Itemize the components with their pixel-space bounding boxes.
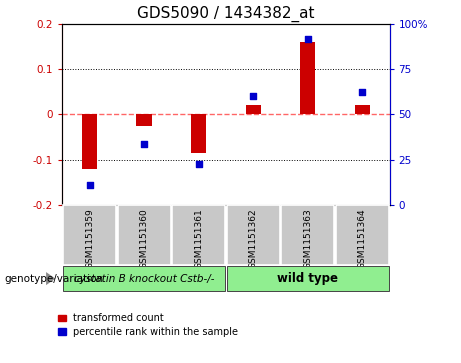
Legend: transformed count, percentile rank within the sample: transformed count, percentile rank withi… (58, 313, 238, 337)
Title: GDS5090 / 1434382_at: GDS5090 / 1434382_at (137, 6, 315, 22)
Text: GSM1151361: GSM1151361 (194, 208, 203, 269)
Bar (191, 114, 206, 153)
Bar (63, 266, 225, 291)
Bar (355, 105, 370, 114)
Point (359, 89, 366, 94)
Text: GSM1151362: GSM1151362 (248, 208, 258, 269)
Text: GSM1151359: GSM1151359 (85, 208, 94, 269)
Bar (118, 205, 171, 265)
Bar (136, 114, 152, 126)
Point (304, 37, 311, 42)
Text: GSM1151364: GSM1151364 (358, 208, 367, 269)
Bar (82, 114, 97, 169)
Bar (336, 205, 389, 265)
Bar (300, 42, 315, 114)
Point (86, 182, 93, 188)
Bar (172, 205, 225, 265)
Text: cystatin B knockout Cstb-/-: cystatin B knockout Cstb-/- (74, 274, 214, 284)
Bar (63, 205, 116, 265)
Text: genotype/variation: genotype/variation (5, 274, 104, 284)
Point (140, 141, 148, 147)
Text: wild type: wild type (277, 272, 338, 285)
Point (195, 161, 202, 167)
Bar (227, 205, 280, 265)
Point (249, 93, 257, 99)
Bar (281, 205, 334, 265)
Bar (246, 105, 261, 114)
Text: GSM1151360: GSM1151360 (140, 208, 148, 269)
Text: GSM1151363: GSM1151363 (303, 208, 312, 269)
Bar (227, 266, 389, 291)
Polygon shape (46, 272, 55, 285)
